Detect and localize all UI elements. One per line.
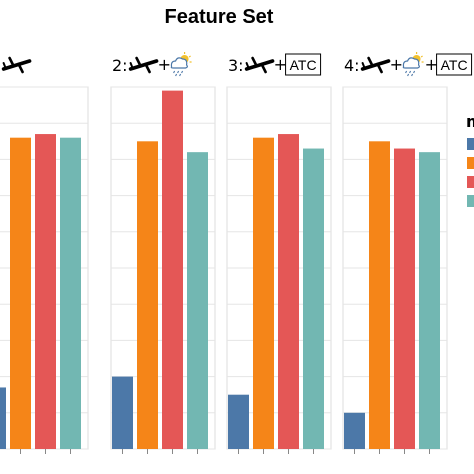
plane-icon <box>244 56 275 74</box>
bar <box>0 387 6 449</box>
bar <box>112 376 133 449</box>
bar <box>278 134 299 449</box>
facet-prefix: 2: <box>112 56 128 75</box>
bar <box>344 412 365 449</box>
plus-sign: + <box>158 55 171 74</box>
legend-swatch <box>467 195 474 207</box>
bars <box>228 134 324 454</box>
facet-panel: 3: + ATC <box>226 53 332 454</box>
facet-panel: 2: + <box>110 52 216 454</box>
bar <box>35 134 56 449</box>
facet-panel: 4: + + ATC <box>342 52 473 454</box>
legend: m <box>466 112 474 207</box>
bar <box>228 394 249 449</box>
plus-sign: + <box>274 55 287 74</box>
facet-label: 2: + <box>112 52 192 77</box>
facet-prefix: 1: <box>0 56 1 75</box>
facet-label: 1: <box>0 56 32 75</box>
bar <box>394 148 415 450</box>
bar <box>162 90 183 450</box>
weather-icon <box>402 52 424 77</box>
facet-panel: 1: <box>0 56 89 454</box>
plus-sign: + <box>390 55 403 74</box>
legend-title: m <box>466 112 474 131</box>
plane-icon <box>128 56 159 74</box>
chart-title: Feature Set <box>165 6 274 28</box>
bar <box>187 152 208 449</box>
bar <box>10 137 31 449</box>
atc-label: ATC <box>441 57 468 73</box>
bar <box>419 152 440 449</box>
legend-swatch <box>467 176 474 188</box>
bars <box>112 90 208 454</box>
legend-swatch <box>467 157 474 169</box>
bar <box>303 148 324 450</box>
bar <box>253 137 274 449</box>
facet-label: 4: + + ATC <box>344 52 473 77</box>
plane-icon <box>360 56 391 74</box>
weather-icon <box>170 52 192 77</box>
facet-label: 3: + ATC <box>228 53 322 76</box>
atc-label: ATC <box>290 57 317 73</box>
bar <box>60 137 81 449</box>
bar <box>137 141 158 450</box>
legend-swatch <box>467 138 474 150</box>
plane-icon <box>1 56 32 74</box>
plus-sign: + <box>425 55 438 74</box>
atc-box: ATC <box>436 53 473 76</box>
bars <box>0 134 81 454</box>
facet-prefix: 4: <box>344 56 360 75</box>
atc-box: ATC <box>285 53 322 76</box>
facet-prefix: 3: <box>228 56 244 75</box>
bars <box>344 141 440 454</box>
bar <box>369 141 390 450</box>
